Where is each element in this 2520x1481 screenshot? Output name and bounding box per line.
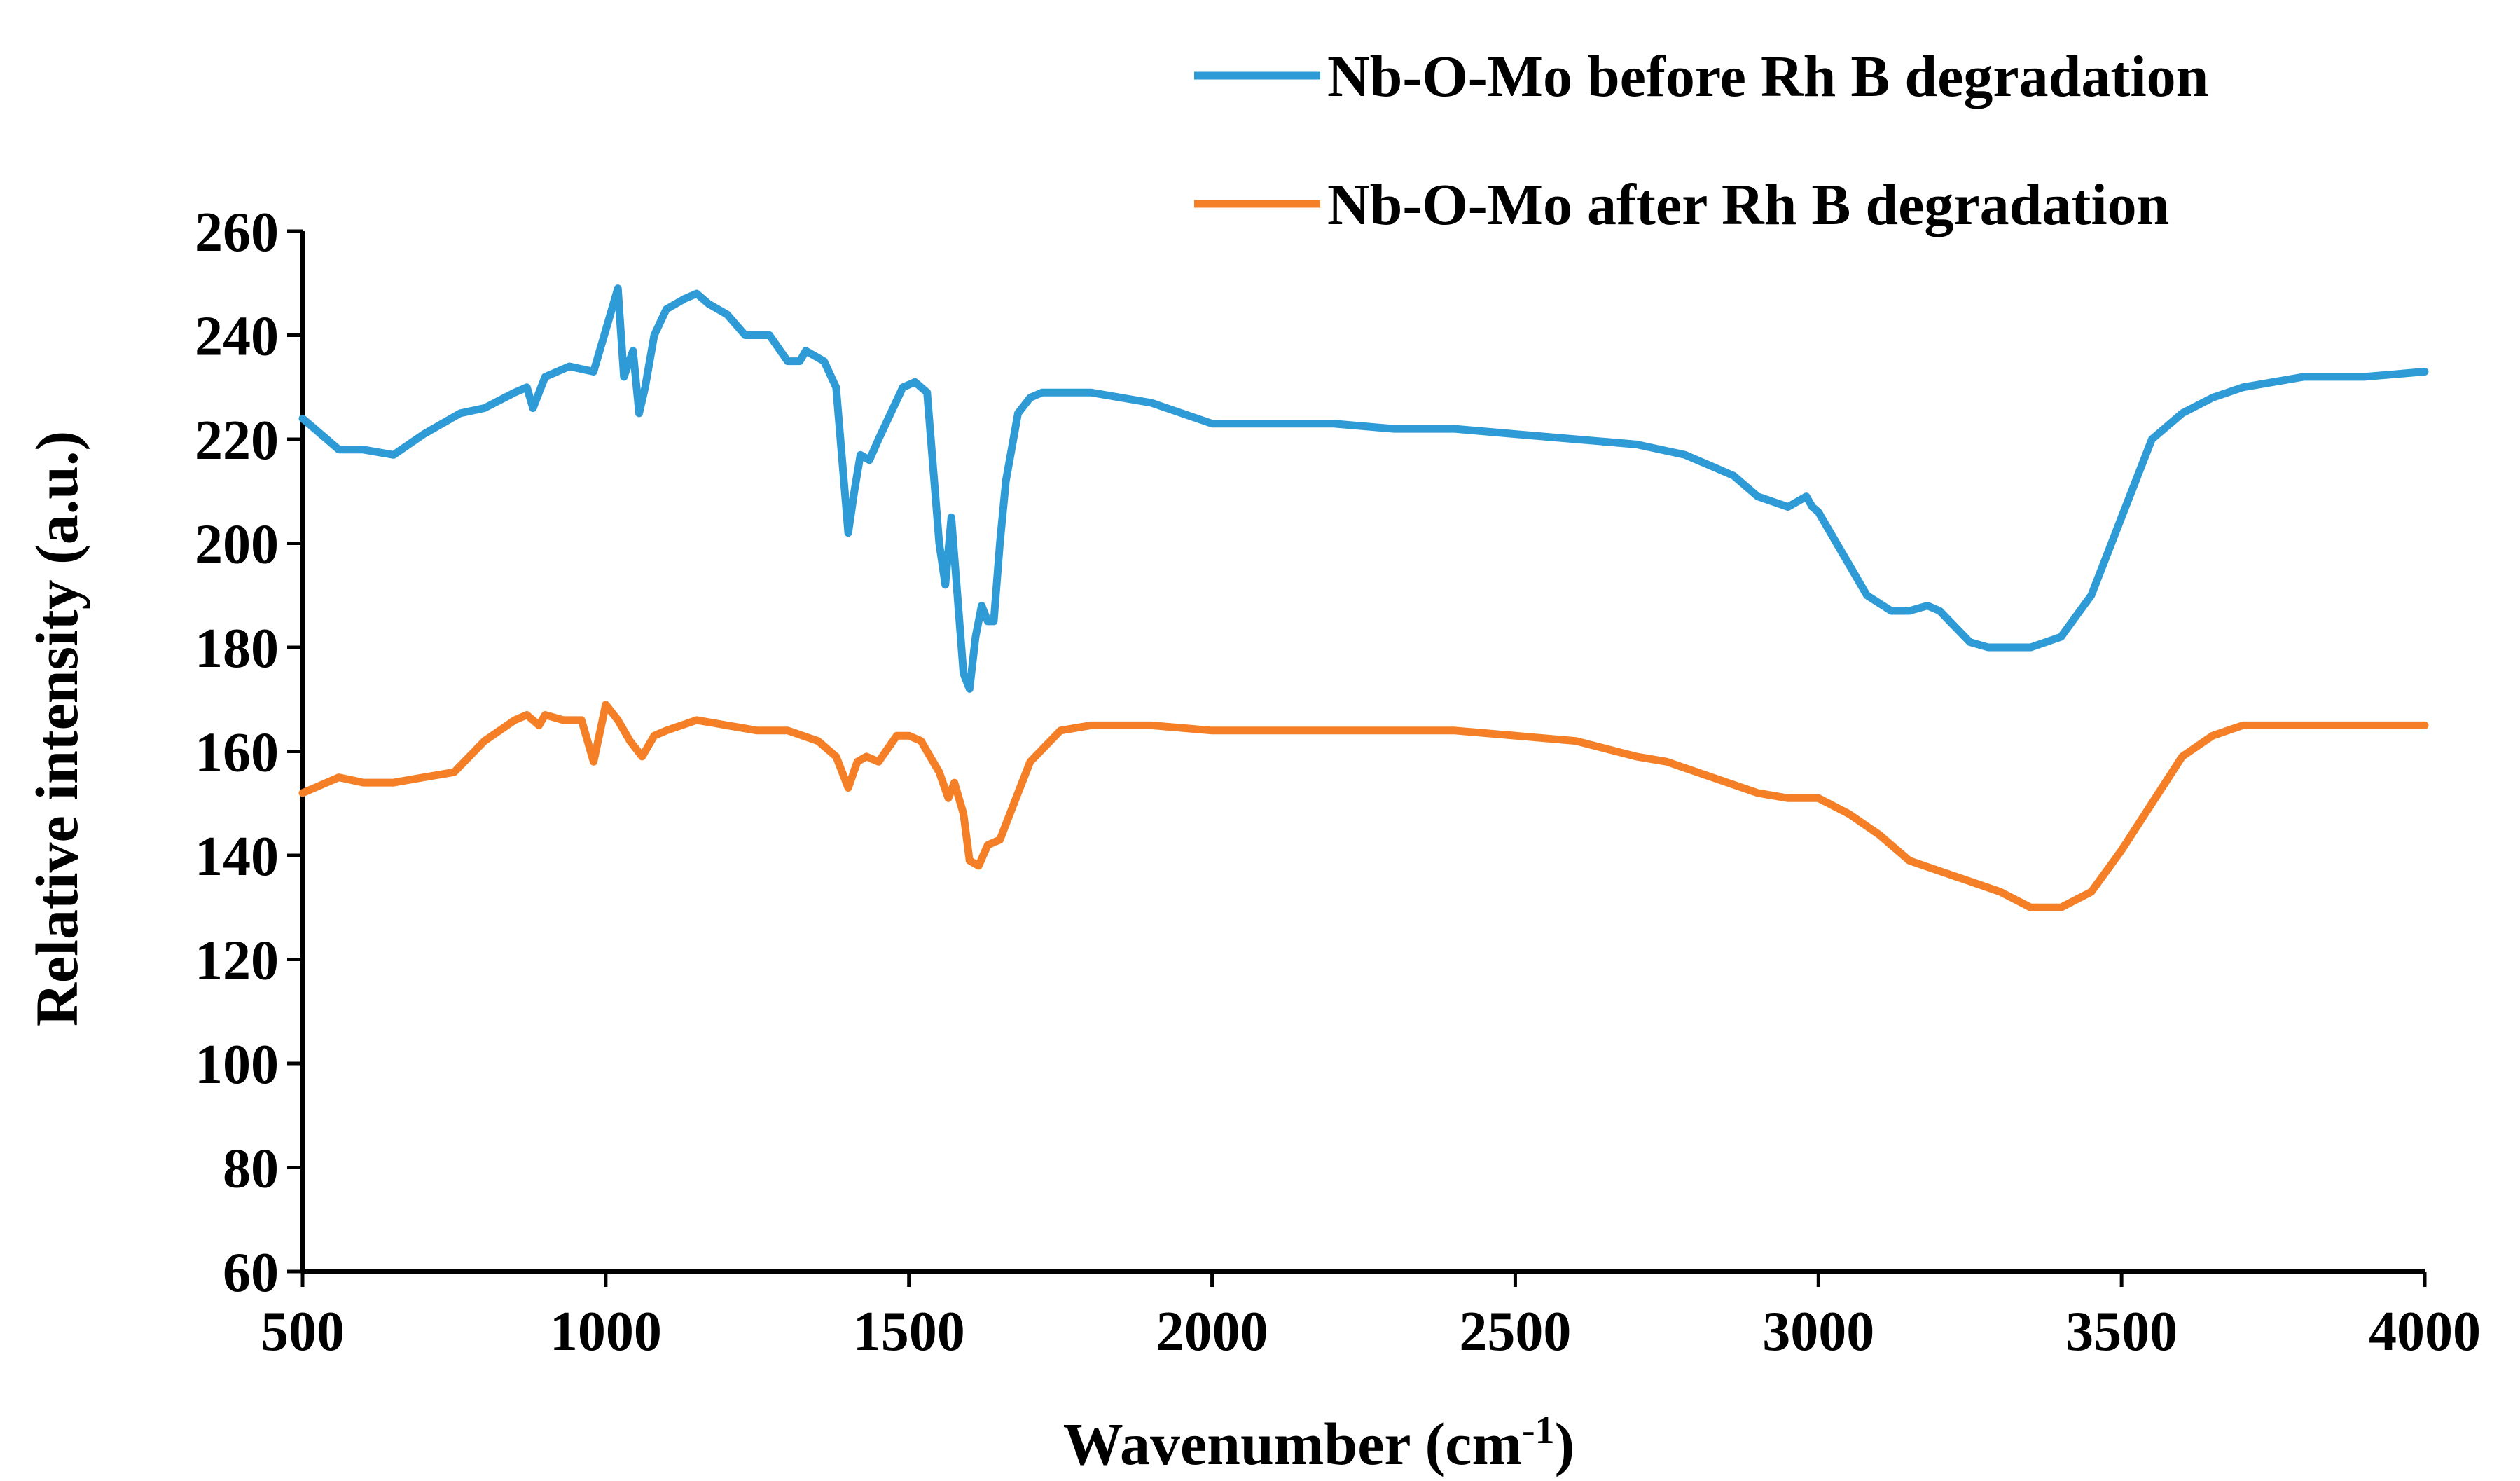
y-tick-label: 180: [195, 618, 279, 680]
ticks: 60 80 100 120 140 160 180 200 220 240 260 500 1000 15…: [195, 202, 2481, 1363]
y-tick-label: 100: [195, 1034, 279, 1096]
x-tick-label: 3500: [2065, 1301, 2178, 1363]
x-tick-label: 500: [261, 1301, 345, 1363]
series-line-after: [298, 701, 2429, 911]
y-tick-label: 260: [195, 202, 279, 263]
y-axis-title: Relative intensity (a.u.): [23, 431, 90, 1026]
y-tick-label: 120: [195, 930, 279, 992]
y-tick-label: 220: [195, 410, 279, 471]
y-tick-label: 80: [223, 1138, 279, 1200]
y-tick-label: 200: [195, 514, 279, 576]
x-tick-label: 1000: [550, 1301, 662, 1363]
y-tick-label: 240: [195, 306, 279, 368]
legend-label-after: Nb-O-Mo after Rh B degradation: [1327, 172, 2169, 237]
legend: Nb-O-Mo before Rh B degradation Nb-O-Mo …: [1194, 44, 2208, 237]
y-tick-label: 160: [195, 722, 279, 784]
x-axis-title: Wavenumber (cm-1): [1063, 1409, 1575, 1477]
x-tick-label: 3000: [1762, 1301, 1874, 1363]
series-line-before: [298, 284, 2429, 693]
y-tick-label: 140: [195, 826, 279, 888]
y-tick-label: 60: [223, 1242, 279, 1304]
x-tick-label: 2000: [1156, 1301, 1268, 1363]
legend-label-before: Nb-O-Mo before Rh B degradation: [1327, 44, 2208, 109]
x-tick-label: 2500: [1459, 1301, 1571, 1363]
x-tick-label: 1500: [853, 1301, 965, 1363]
series-layer: [298, 284, 2429, 911]
x-tick-label: 4000: [2369, 1301, 2481, 1363]
